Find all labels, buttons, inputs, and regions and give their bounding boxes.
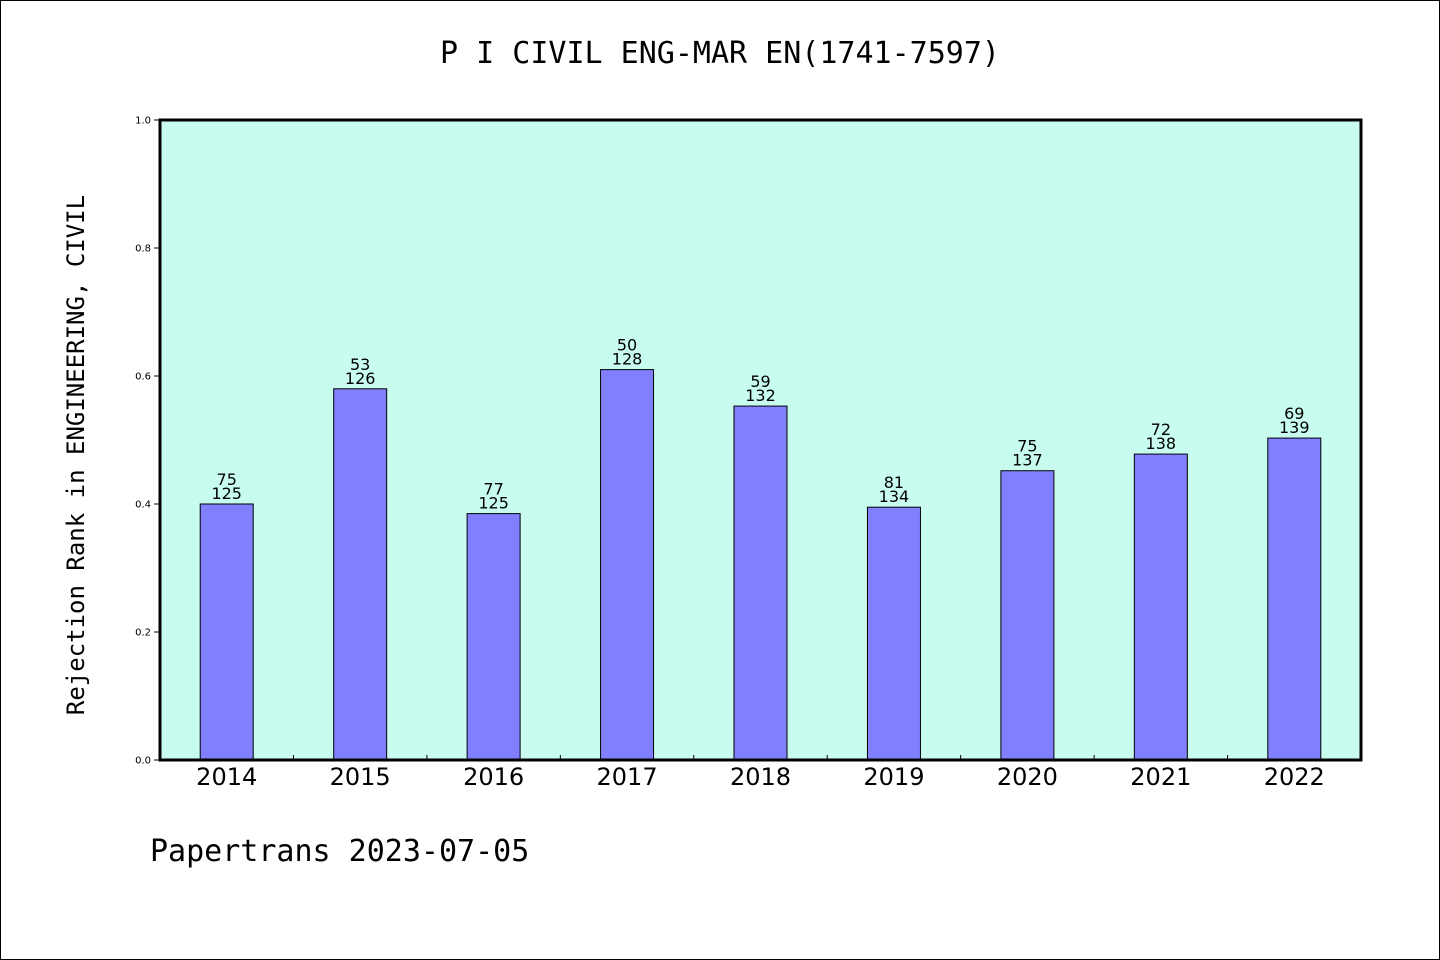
bar-label-top: 69 [1284, 404, 1304, 423]
bar-label-top: 77 [483, 480, 503, 499]
bar [866, 506, 921, 761]
bar [600, 369, 655, 761]
bar-label-bottom: 126 [345, 369, 376, 388]
x-tick-label: 2019 [863, 763, 924, 791]
y-tick-label: 0.2 [135, 628, 151, 639]
bar-label-bottom: 138 [1146, 434, 1177, 453]
bar-label-top: 81 [884, 473, 904, 492]
x-tick-label: 2021 [1130, 763, 1191, 791]
footer-credit: Papertrans 2023-07-05 [150, 834, 530, 869]
bar-label-bottom: 134 [879, 487, 910, 506]
chart-title: P I CIVIL ENG-MAR EN(1741-7597) [440, 36, 1000, 71]
bar-label-bottom: 125 [211, 484, 242, 503]
bar [733, 405, 788, 761]
bar-label-bottom: 139 [1279, 418, 1310, 437]
x-tick-label: 2017 [597, 763, 658, 791]
x-tick-label: 2020 [997, 763, 1058, 791]
bar-label-bottom: 125 [478, 494, 509, 513]
y-tick-label: 0.8 [135, 244, 151, 255]
y-tick-label: 0.0 [135, 756, 151, 767]
bar-label-bottom: 128 [612, 350, 643, 369]
bar [1000, 470, 1055, 761]
y-tick-label: 0.4 [135, 500, 151, 511]
x-tick-label: 2016 [463, 763, 524, 791]
y-tick-label: 0.6 [135, 372, 151, 383]
bar [466, 513, 521, 761]
x-tick-label: 2018 [730, 763, 791, 791]
bar-label-bottom: 137 [1012, 451, 1043, 470]
plot-border [158, 118, 1363, 762]
bar [1267, 437, 1322, 761]
bar [199, 503, 254, 761]
y-tick-label: 1.0 [135, 116, 151, 127]
bar [1133, 453, 1188, 761]
bar-label-top: 50 [617, 336, 637, 355]
bar [333, 388, 388, 761]
x-tick-label: 2015 [330, 763, 391, 791]
x-tick-label: 2014 [196, 763, 257, 791]
bar-label-top: 59 [750, 372, 770, 391]
x-tick-label: 2022 [1264, 763, 1325, 791]
bar-label-top: 72 [1151, 420, 1171, 439]
bar-label-top: 75 [1017, 437, 1037, 456]
bar-label-top: 75 [217, 470, 237, 489]
bar-label-top: 53 [350, 355, 370, 374]
bar-label-bottom: 132 [745, 386, 776, 405]
